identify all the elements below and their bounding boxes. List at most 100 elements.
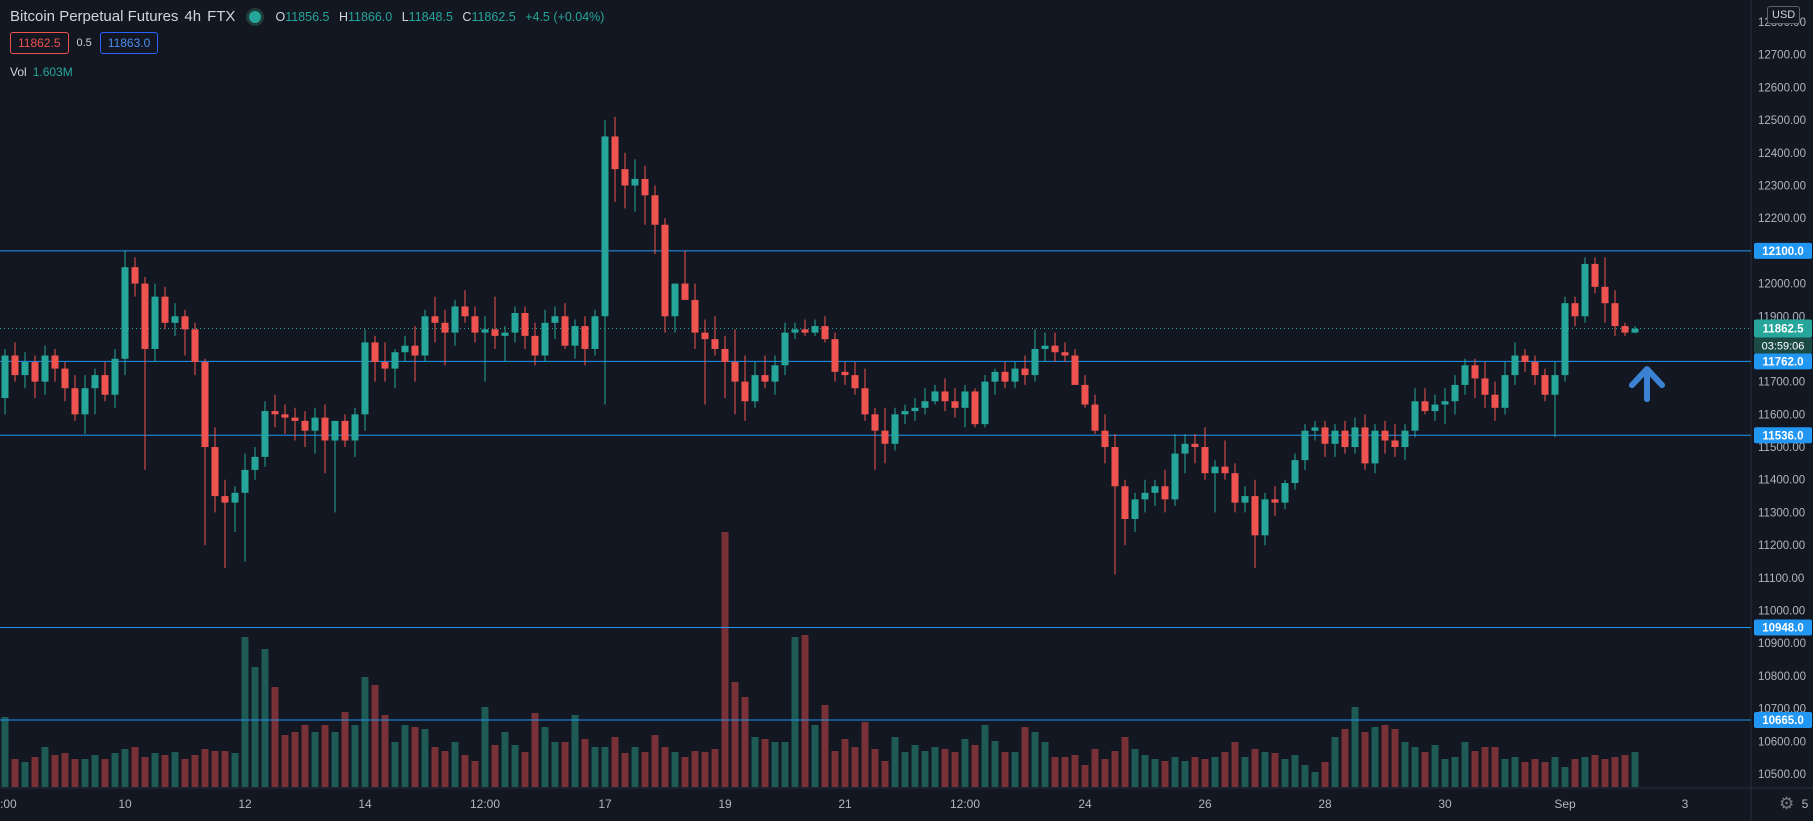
volume-bar: [1601, 759, 1609, 787]
volume-bar: [1431, 745, 1439, 787]
candle-body: [1051, 345, 1059, 353]
candle-body: [1061, 352, 1069, 356]
candle-body: [331, 420, 339, 441]
time-tick-label: 10: [118, 797, 132, 811]
volume-bar: [321, 725, 329, 787]
volume-bar: [51, 755, 59, 787]
candle-body: [181, 316, 189, 330]
candle-body: [951, 401, 959, 408]
price-tick-label: 12600.00: [1758, 82, 1806, 94]
time-tick-label: Sep: [1554, 797, 1576, 811]
volume-bar: [531, 713, 539, 787]
volume-bar: [251, 667, 259, 787]
candle-body: [1491, 394, 1499, 408]
volume-bar: [831, 751, 839, 787]
interval-label[interactable]: 4h: [184, 8, 202, 25]
candle-body: [1271, 499, 1279, 503]
candle-body: [531, 335, 539, 356]
candle-body: [1391, 440, 1399, 448]
volume-bar: [571, 715, 579, 787]
candle-body: [1241, 496, 1249, 503]
volume-bar: [661, 747, 669, 787]
candle-body: [871, 414, 879, 431]
price-tick-label: 11200.00: [1758, 540, 1805, 552]
level-price-tag: [1754, 619, 1812, 636]
volume-bar: [1501, 759, 1509, 787]
volume-bar: [591, 747, 599, 787]
price-tick-label: 10600.00: [1758, 736, 1806, 748]
price-tick-label: 12700.00: [1758, 50, 1806, 62]
volume-bar: [601, 747, 609, 787]
volume-bar: [1441, 759, 1449, 787]
time-tick-label: 28: [1318, 797, 1332, 811]
candle-body: [741, 381, 749, 402]
volume-bar: [771, 742, 779, 787]
volume-bar: [1551, 757, 1559, 787]
volume-bar: [191, 755, 199, 787]
volume-bar: [481, 707, 489, 787]
volume-bar: [1091, 749, 1099, 787]
candle-body: [551, 316, 559, 323]
volume-bar: [431, 747, 439, 787]
volume-bar: [81, 759, 89, 787]
time-tick-label: 26: [1198, 797, 1212, 811]
time-tick-label: 30: [1438, 797, 1452, 811]
candle-body: [211, 447, 219, 497]
candle-body: [581, 326, 589, 349]
volume-bar: [521, 752, 529, 787]
candle-body: [51, 355, 59, 369]
volume-bar: [471, 761, 479, 787]
candle-body: [511, 312, 519, 333]
volume-bar: [441, 751, 449, 787]
volume-bar: [1451, 757, 1459, 787]
candle-body: [1011, 368, 1019, 382]
volume-bar: [631, 747, 639, 787]
volume-bar: [1121, 737, 1129, 787]
volume-bar: [1311, 772, 1319, 787]
candle-body: [351, 414, 359, 441]
volume-bar: [131, 747, 139, 787]
volume-bar: [681, 757, 689, 787]
volume-bar: [201, 749, 209, 787]
volume-bar: [21, 762, 29, 787]
candle-body: [321, 417, 329, 441]
candle-body: [971, 391, 979, 425]
volume-bar: [1041, 742, 1049, 787]
volume-bar: [901, 752, 909, 787]
candle-body: [1621, 326, 1629, 333]
candle-body: [1471, 365, 1479, 379]
volume-bar: [11, 759, 19, 787]
candle-body: [731, 362, 739, 382]
volume-bar: [121, 749, 129, 787]
price-tick-label: 11400.00: [1758, 475, 1805, 487]
volume-bar: [1111, 751, 1119, 787]
candle-body: [791, 329, 799, 333]
volume-bar: [1461, 742, 1469, 787]
volume-bar: [1161, 761, 1169, 787]
sell-button[interactable]: 11862.5: [10, 32, 69, 54]
candle-body: [1211, 466, 1219, 474]
volume-bar: [221, 751, 229, 787]
candle-body: [501, 332, 509, 336]
volume-bar: [401, 725, 409, 787]
candle-body: [311, 417, 319, 431]
volume-bar: [1221, 752, 1229, 787]
volume-bar: [611, 737, 619, 787]
volume-bar: [791, 637, 799, 787]
candle-body: [1561, 303, 1569, 376]
volume-bar: [801, 635, 809, 787]
volume-bar: [1211, 757, 1219, 787]
gear-icon[interactable]: ⚙: [1779, 794, 1795, 813]
ohlc-values: O11856.5 H11866.0 L11848.5 C11862.5 +4.5…: [275, 10, 604, 24]
symbol-name[interactable]: Bitcoin Perpetual Futures: [10, 8, 179, 25]
volume-bar: [1481, 747, 1489, 787]
currency-button[interactable]: USD: [1767, 6, 1801, 24]
volume-bar: [501, 732, 509, 787]
buy-button[interactable]: 11863.0: [99, 32, 159, 54]
volume-bar: [991, 741, 999, 787]
volume-bar: [211, 751, 219, 787]
candle-body: [401, 345, 409, 353]
candle-body: [1351, 427, 1359, 448]
volume-bar: [291, 732, 299, 787]
